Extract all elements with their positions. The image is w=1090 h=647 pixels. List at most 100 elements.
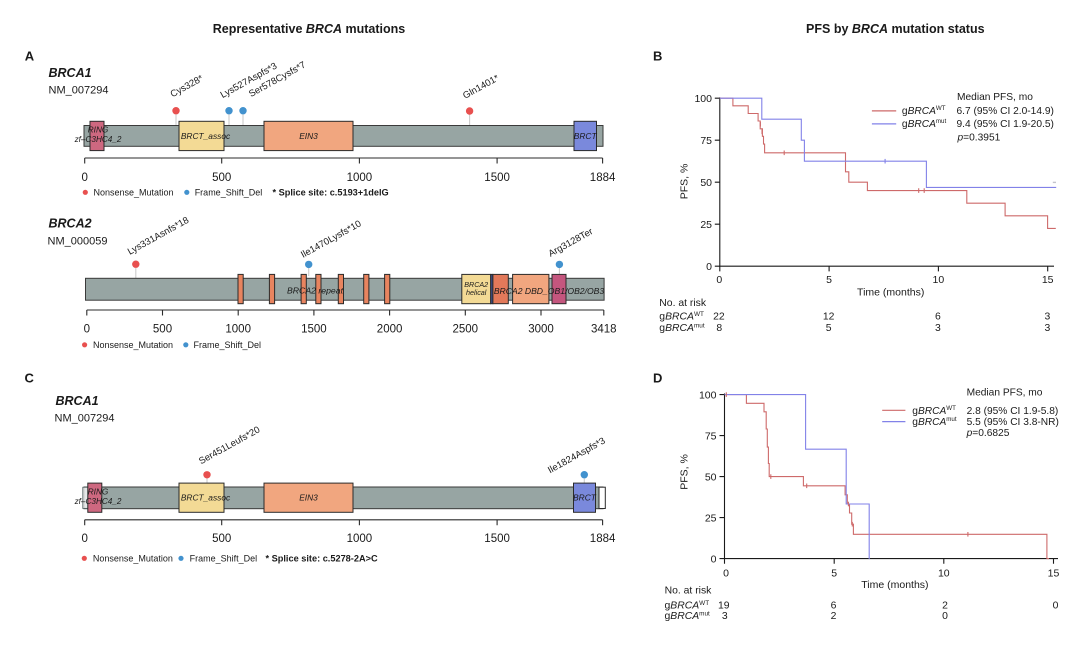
svg-text:NM_007294: NM_007294	[55, 413, 115, 425]
svg-text:0: 0	[84, 323, 90, 335]
svg-text:5: 5	[826, 274, 832, 286]
svg-text:500: 500	[212, 172, 231, 184]
svg-text:2.8 (95% CI 1.9-5.8): 2.8 (95% CI 1.9-5.8)	[967, 406, 1059, 417]
svg-text:0: 0	[81, 533, 87, 545]
svg-text:1500: 1500	[301, 323, 327, 335]
svg-text:75: 75	[700, 135, 712, 147]
svg-text:Nonsense_Mutation: Nonsense_Mutation	[93, 553, 173, 563]
svg-text:Nonsense_Mutation: Nonsense_Mutation	[94, 187, 174, 197]
svg-text:3418: 3418	[591, 323, 617, 335]
svg-text:BRCT_assoc: BRCT_assoc	[181, 493, 231, 503]
svg-text:0: 0	[942, 611, 948, 622]
svg-text:2000: 2000	[377, 323, 403, 335]
svg-text:1500: 1500	[484, 533, 510, 545]
svg-text:1000: 1000	[225, 323, 251, 335]
svg-text:gBRCAmut: gBRCAmut	[665, 610, 711, 622]
svg-text:zf–C3HC4_2: zf–C3HC4_2	[74, 135, 122, 144]
svg-text:Frame_Shift_Del: Frame_Shift_Del	[194, 340, 262, 350]
svg-text:500: 500	[212, 533, 231, 545]
svg-text:3000: 3000	[528, 323, 554, 335]
svg-text:Frame_Shift_Del: Frame_Shift_Del	[195, 187, 263, 197]
svg-text:0: 0	[716, 274, 722, 286]
svg-text:8: 8	[716, 323, 722, 334]
svg-text:BRCT: BRCT	[573, 493, 597, 503]
svg-text:A: A	[25, 49, 35, 64]
svg-text:Representative BRCA mutations: Representative BRCA mutations	[213, 22, 405, 36]
svg-text:1000: 1000	[347, 533, 373, 545]
svg-text:PFS, %: PFS, %	[679, 454, 691, 490]
svg-text:BRCA2: BRCA2	[464, 280, 488, 289]
svg-text:Nonsense_Mutation: Nonsense_Mutation	[93, 340, 173, 350]
svg-text:zf–C3HC4_2: zf–C3HC4_2	[74, 497, 122, 506]
svg-text:C: C	[25, 370, 35, 385]
svg-text:15: 15	[1042, 274, 1054, 286]
svg-text:BRCA1: BRCA1	[56, 394, 99, 408]
svg-text:gBRCAmut: gBRCAmut	[912, 416, 957, 428]
svg-text:5: 5	[826, 323, 832, 334]
svg-text:6: 6	[935, 312, 941, 323]
svg-text:0: 0	[723, 567, 729, 579]
svg-text:BRCT_assoc: BRCT_assoc	[181, 131, 231, 141]
svg-text:p=0.3951: p=0.3951	[957, 132, 1001, 143]
svg-text:500: 500	[153, 323, 172, 335]
svg-text:BRCA1: BRCA1	[49, 66, 92, 80]
svg-text:3: 3	[935, 323, 941, 334]
svg-text:EIN3: EIN3	[299, 493, 318, 503]
svg-text:B: B	[653, 48, 662, 63]
svg-text:3: 3	[722, 611, 728, 622]
svg-text:0: 0	[81, 172, 87, 184]
svg-text:2: 2	[831, 611, 837, 622]
svg-text:9.4 (95% CI 1.9-20.5): 9.4 (95% CI 1.9-20.5)	[957, 119, 1054, 130]
svg-text:50: 50	[700, 177, 712, 189]
svg-text:1884: 1884	[590, 172, 616, 184]
svg-text:50: 50	[705, 471, 717, 483]
svg-text:3: 3	[1045, 312, 1051, 323]
svg-text:0: 0	[1053, 601, 1059, 612]
svg-text:22: 22	[713, 312, 725, 323]
svg-text:10: 10	[933, 274, 945, 286]
svg-text:gBRCAWT: gBRCAWT	[665, 600, 710, 612]
svg-text:* Splice site: c.5193+1delG: * Splice site: c.5193+1delG	[273, 187, 389, 197]
svg-text:1884: 1884	[590, 533, 616, 545]
svg-text:EIN3: EIN3	[299, 131, 318, 141]
svg-text:0: 0	[706, 261, 712, 273]
svg-text:2500: 2500	[453, 323, 479, 335]
svg-text:PFS by BRCA mutation status: PFS by BRCA mutation status	[806, 22, 985, 36]
svg-text:No. at risk: No. at risk	[665, 585, 713, 596]
svg-text:100: 100	[699, 389, 717, 401]
svg-text:helical: helical	[466, 288, 487, 297]
svg-text:gBRCAmut: gBRCAmut	[902, 118, 947, 130]
svg-text:75: 75	[705, 430, 717, 442]
svg-text:BRCT: BRCT	[574, 131, 598, 141]
svg-text:BRCA2 DBD_OB1/OB2/OB3: BRCA2 DBD_OB1/OB2/OB3	[494, 286, 605, 296]
svg-text:5.5 (95% CI 3.8-NR): 5.5 (95% CI 3.8-NR)	[967, 417, 1059, 428]
svg-text:NM_000059: NM_000059	[48, 236, 108, 248]
svg-text:BRCA2 repeat: BRCA2 repeat	[287, 285, 344, 295]
svg-text:25: 25	[705, 512, 717, 524]
svg-text:PFS, %: PFS, %	[679, 164, 691, 200]
svg-text:Median PFS, mo: Median PFS, mo	[957, 92, 1033, 103]
svg-text:RING: RING	[88, 126, 109, 135]
svg-text:BRCA2: BRCA2	[49, 217, 92, 231]
svg-text:19: 19	[718, 601, 730, 612]
svg-text:10: 10	[938, 567, 950, 579]
svg-text:* Splice site: c.5278-2A>C: * Splice site: c.5278-2A>C	[266, 553, 378, 563]
svg-text:25: 25	[700, 219, 712, 231]
svg-text:6.7 (95% CI 2.0-14.9): 6.7 (95% CI 2.0-14.9)	[957, 106, 1054, 117]
svg-text:gBRCAmut: gBRCAmut	[659, 323, 705, 335]
svg-text:1500: 1500	[484, 172, 510, 184]
svg-text:Time (months): Time (months)	[857, 287, 924, 299]
svg-text:gBRCAWT: gBRCAWT	[902, 105, 946, 117]
svg-text:No. at risk: No. at risk	[659, 298, 707, 309]
svg-text:12: 12	[823, 312, 835, 323]
svg-text:5: 5	[831, 567, 837, 579]
svg-text:p=0.6825: p=0.6825	[966, 428, 1010, 439]
svg-text:100: 100	[694, 93, 712, 105]
svg-text:0: 0	[711, 553, 717, 565]
svg-text:Time (months): Time (months)	[861, 579, 928, 591]
svg-text:gBRCAWT: gBRCAWT	[659, 311, 704, 323]
svg-text:RING: RING	[88, 488, 109, 497]
svg-text:6: 6	[831, 601, 837, 612]
svg-text:D: D	[653, 370, 662, 385]
svg-text:Median PFS, mo: Median PFS, mo	[967, 387, 1043, 398]
